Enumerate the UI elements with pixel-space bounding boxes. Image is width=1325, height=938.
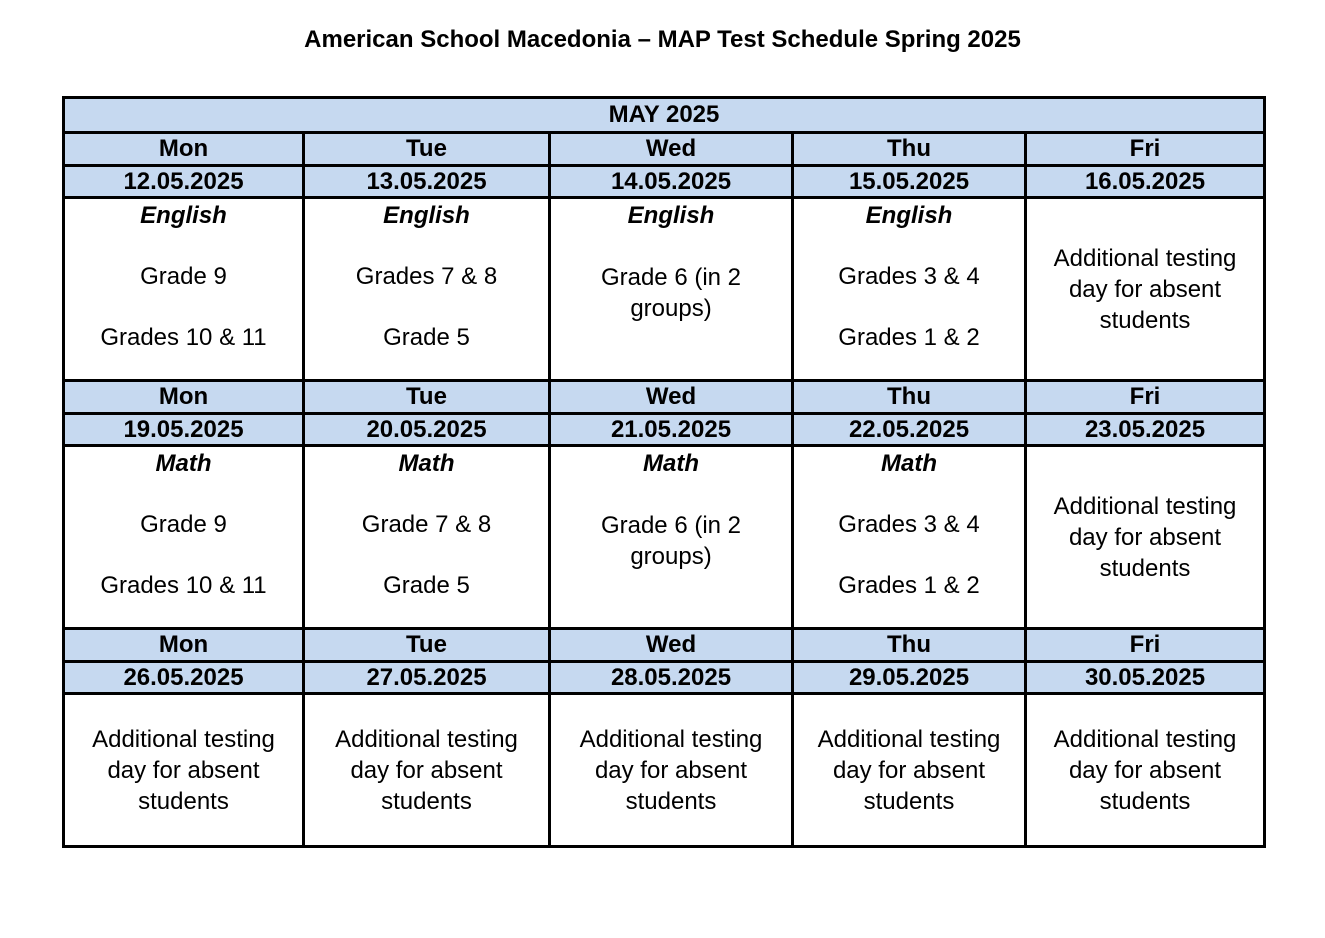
subject-label: Math — [155, 450, 212, 477]
additional-testing-note: Additional testing day for absent studen… — [1053, 244, 1237, 334]
additional-testing-note: Additional testing day for absent studen… — [817, 725, 1001, 815]
date-row: 26.05.2025 27.05.2025 28.05.2025 29.05.2… — [62, 660, 1267, 695]
grade-line: Grade 9 — [140, 511, 227, 538]
schedule-cell: English Grades 3 & 4 Grades 1 & 2 — [791, 196, 1027, 382]
grade-line: Grades 3 & 4 — [838, 263, 980, 290]
day-header: Fri — [1023, 627, 1267, 663]
additional-testing-note: Additional testing day for absent studen… — [1053, 492, 1237, 582]
date-cell: 28.05.2025 — [548, 660, 794, 695]
date-cell: 15.05.2025 — [791, 164, 1027, 199]
date-cell: 21.05.2025 — [548, 412, 794, 447]
schedule-cell: Additional testing day for absent studen… — [1023, 692, 1267, 848]
additional-testing-note: Additional testing day for absent studen… — [579, 725, 763, 815]
day-header: Fri — [1023, 131, 1267, 167]
date-row: 12.05.2025 13.05.2025 14.05.2025 15.05.2… — [62, 164, 1267, 199]
grade-line: Grades 3 & 4 — [838, 511, 980, 538]
schedule-cell: Additional testing day for absent studen… — [1023, 444, 1267, 630]
date-cell: 14.05.2025 — [548, 164, 794, 199]
day-header: Wed — [548, 627, 794, 663]
subject-label: English — [865, 202, 953, 229]
schedule-cell: Additional testing day for absent studen… — [548, 692, 794, 848]
date-cell: 13.05.2025 — [302, 164, 551, 199]
schedule-cell: Math Grade 7 & 8 Grade 5 — [302, 444, 551, 630]
date-cell: 30.05.2025 — [1023, 660, 1267, 695]
month-header-row: MAY 2025 — [61, 96, 1267, 134]
grade-line: Grade 5 — [383, 324, 470, 351]
day-header: Wed — [548, 131, 794, 167]
day-header: Fri — [1023, 379, 1267, 415]
subject-label: English — [383, 202, 470, 229]
grade-line: Grades 7 & 8 — [355, 263, 498, 290]
schedule-cell: English Grade 9 Grades 10 & 11 — [62, 196, 305, 382]
grade-line: Grades 10 & 11 — [100, 572, 267, 599]
date-cell: 23.05.2025 — [1023, 412, 1267, 447]
day-header: Thu — [791, 379, 1027, 415]
schedule-cell: Math Grade 6 (in 2 groups) — [548, 444, 794, 630]
subject-label: Math — [643, 450, 699, 477]
subject-label: English — [140, 202, 227, 229]
day-header: Wed — [548, 379, 794, 415]
schedule-row: English Grade 9 Grades 10 & 11 English G… — [62, 196, 1267, 382]
additional-testing-note: Additional testing day for absent studen… — [335, 725, 518, 815]
day-header: Thu — [791, 627, 1027, 663]
day-header: Mon — [62, 627, 305, 663]
grade-line: Grade 6 (in 2 groups) — [600, 512, 742, 570]
day-header: Mon — [62, 131, 305, 167]
date-cell: 27.05.2025 — [302, 660, 551, 695]
day-header-row: Mon Tue Wed Thu Fri — [62, 131, 1267, 167]
page-title: American School Macedonia – MAP Test Sch… — [304, 26, 1021, 53]
grade-line: Grade 9 — [140, 263, 227, 290]
grade-line: Grade 5 — [383, 572, 470, 599]
schedule-cell: Additional testing day for absent studen… — [302, 692, 551, 848]
date-cell: 16.05.2025 — [1023, 164, 1267, 199]
schedule-row: Math Grade 9 Grades 10 & 11 Math Grade 7… — [62, 444, 1267, 630]
day-header: Mon — [62, 379, 305, 415]
subject-label: Math — [881, 450, 937, 477]
additional-testing-note: Additional testing day for absent studen… — [1053, 725, 1237, 815]
day-header-row: Mon Tue Wed Thu Fri — [62, 627, 1267, 663]
month-header: MAY 2025 — [61, 96, 1267, 134]
subject-label: Math — [398, 450, 455, 477]
day-header: Tue — [302, 131, 551, 167]
grade-line: Grade 6 (in 2 groups) — [600, 264, 742, 322]
grade-line: Grades 1 & 2 — [838, 324, 980, 351]
grade-line: Grades 1 & 2 — [838, 572, 980, 599]
day-header: Tue — [302, 379, 551, 415]
day-header: Tue — [302, 627, 551, 663]
schedule-table: MAY 2025 Mon Tue Wed Thu Fri 12.05.2025 … — [61, 96, 1267, 848]
grade-line: Grades 10 & 11 — [100, 324, 267, 351]
date-cell: 29.05.2025 — [791, 660, 1027, 695]
schedule-cell: Additional testing day for absent studen… — [1023, 196, 1267, 382]
date-cell: 19.05.2025 — [62, 412, 305, 447]
subject-label: English — [627, 202, 715, 229]
additional-testing-note: Additional testing day for absent studen… — [92, 725, 275, 815]
schedule-cell: Additional testing day for absent studen… — [62, 692, 305, 848]
schedule-cell: Additional testing day for absent studen… — [791, 692, 1027, 848]
schedule-cell: English Grade 6 (in 2 groups) — [548, 196, 794, 382]
date-row: 19.05.2025 20.05.2025 21.05.2025 22.05.2… — [62, 412, 1267, 447]
date-cell: 12.05.2025 — [62, 164, 305, 199]
date-cell: 26.05.2025 — [62, 660, 305, 695]
date-cell: 22.05.2025 — [791, 412, 1027, 447]
grade-line: Grade 7 & 8 — [361, 511, 492, 538]
schedule-cell: English Grades 7 & 8 Grade 5 — [302, 196, 551, 382]
date-cell: 20.05.2025 — [302, 412, 551, 447]
schedule-cell: Math Grade 9 Grades 10 & 11 — [62, 444, 305, 630]
schedule-row: Additional testing day for absent studen… — [62, 692, 1267, 848]
day-header-row: Mon Tue Wed Thu Fri — [62, 379, 1267, 415]
day-header: Thu — [791, 131, 1027, 167]
schedule-cell: Math Grades 3 & 4 Grades 1 & 2 — [791, 444, 1027, 630]
